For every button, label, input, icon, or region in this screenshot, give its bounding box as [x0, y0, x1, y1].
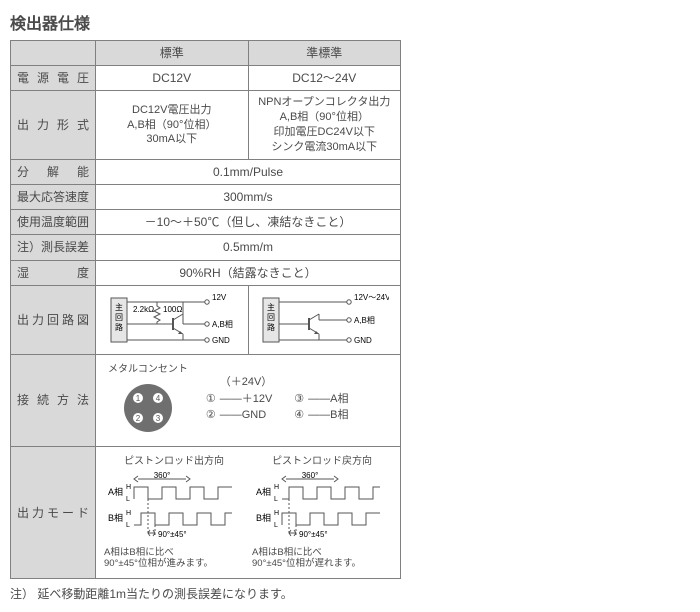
corner-cell: [11, 41, 96, 66]
row-circuit-std: 主 回 路 12V 2.2kΩ 100Ω: [96, 285, 249, 354]
svg-text:H: H: [274, 484, 279, 491]
circ-std-gnd: GND: [212, 336, 230, 345]
svg-text:A相: A相: [256, 486, 271, 497]
svg-text:回: 回: [267, 313, 275, 322]
row-circuit-label: 出力回路図: [11, 285, 96, 354]
svg-text:90°±45°: 90°±45°: [158, 530, 187, 539]
circ-semi-ab: A,B相: [354, 315, 375, 325]
circ-std-r2: 100Ω: [163, 305, 182, 314]
row-conn-cell: メタルコンセント 1 4 2 3 （＋24V）: [96, 354, 401, 447]
circ-semi-top: 12V～24V: [354, 293, 389, 302]
row-out-label: 出力形式: [11, 91, 96, 159]
row-speed-val: 300mm/s: [96, 184, 401, 209]
row-conn-label: 接続方法: [11, 354, 96, 447]
circ-std-12v: 12V: [212, 293, 227, 302]
row-psu-semi: DC12～24V: [248, 66, 401, 91]
row-circuit-semi: 主 回 路 12V～24V A,B相 GND: [248, 285, 401, 354]
svg-text:H: H: [274, 510, 279, 517]
col-std: 標準: [96, 41, 249, 66]
row-res-label: 分解能: [11, 159, 96, 184]
page-title: 検出器仕様: [10, 10, 690, 34]
svg-text:路: 路: [267, 322, 275, 332]
svg-text:2: 2: [136, 414, 141, 423]
timing-fwd-note: A相はB相に比べ90°±45°位相が進みます。: [104, 547, 244, 570]
row-mode-label: 出力モード: [11, 447, 96, 578]
svg-text:H: H: [126, 510, 131, 517]
conn-caption: メタルコンセント: [108, 363, 188, 377]
conn-legend: （＋24V） ①――＋12V ③――A相 ②――GND ④――B相: [202, 363, 349, 424]
svg-text:3: 3: [156, 414, 161, 423]
row-temp-label: 使用温度範囲: [11, 210, 96, 235]
col-semistd: 準標準: [248, 41, 401, 66]
row-hum-label: 湿度: [11, 260, 96, 285]
svg-text:L: L: [274, 496, 278, 503]
svg-text:主: 主: [267, 302, 275, 312]
connector-svg: 1 4 2 3: [118, 378, 178, 434]
row-res-val: 0.1mm/Pulse: [96, 159, 401, 184]
svg-text:路: 路: [115, 322, 123, 332]
footnote: 注） 延べ移動距離1m当たりの測長誤差になります。: [10, 585, 690, 602]
svg-text:L: L: [274, 522, 278, 529]
svg-text:L: L: [126, 522, 130, 529]
row-hum-val: 90%RH（結露なきこと）: [96, 260, 401, 285]
circuit-semi-svg: 主 回 路 12V～24V A,B相 GND: [259, 290, 389, 350]
svg-text:L: L: [126, 496, 130, 503]
row-err-label: 注）測長誤差: [11, 235, 96, 260]
svg-text:A相: A相: [108, 486, 123, 497]
svg-text:90°±45°: 90°±45°: [299, 530, 328, 539]
row-out-std: DC12V電圧出力A,B相（90°位相）30mA以下: [96, 91, 249, 159]
row-psu-std: DC12V: [96, 66, 249, 91]
svg-text:主: 主: [115, 302, 123, 312]
timing-rev-note: A相はB相に比べ90°±45°位相が遅れます。: [252, 547, 392, 570]
row-mode-cell: ピストンロッド出方向 360° A相 H L B相: [96, 447, 401, 578]
row-temp-val: －10～＋50℃（但し、凍結なきこと）: [96, 210, 401, 235]
svg-text:4: 4: [156, 394, 161, 403]
svg-text:B相: B相: [108, 512, 123, 523]
svg-text:B相: B相: [256, 512, 271, 523]
spec-table: 標準 準標準 電源電圧 DC12V DC12～24V 出力形式 DC12V電圧出…: [10, 40, 401, 579]
circ-semi-gnd: GND: [354, 336, 372, 345]
circ-std-r1: 2.2kΩ: [133, 305, 154, 314]
row-out-semi: NPNオープンコレクタ出力A,B相（90°位相）印加電圧DC24V以下シンク電流…: [248, 91, 401, 159]
svg-text:360°: 360°: [302, 471, 319, 480]
svg-text:回: 回: [115, 313, 123, 322]
svg-text:H: H: [126, 484, 131, 491]
circuit-std-svg: 主 回 路 12V 2.2kΩ 100Ω: [107, 290, 237, 350]
circ-std-ab: A,B相: [212, 319, 233, 329]
row-psu-label: 電源電圧: [11, 66, 96, 91]
timing-rev-svg: 360° A相 H L B相 H L 90°±45°: [252, 471, 392, 541]
svg-text:1: 1: [136, 394, 141, 403]
timing-fwd-svg: 360° A相 H L B相 H L: [104, 471, 244, 541]
timing-rev-caption: ピストンロッド戻方向: [252, 455, 392, 469]
row-speed-label: 最大応答速度: [11, 184, 96, 209]
timing-fwd-caption: ピストンロッド出方向: [104, 455, 244, 469]
svg-text:360°: 360°: [154, 471, 171, 480]
row-err-val: 0.5mm/m: [96, 235, 401, 260]
